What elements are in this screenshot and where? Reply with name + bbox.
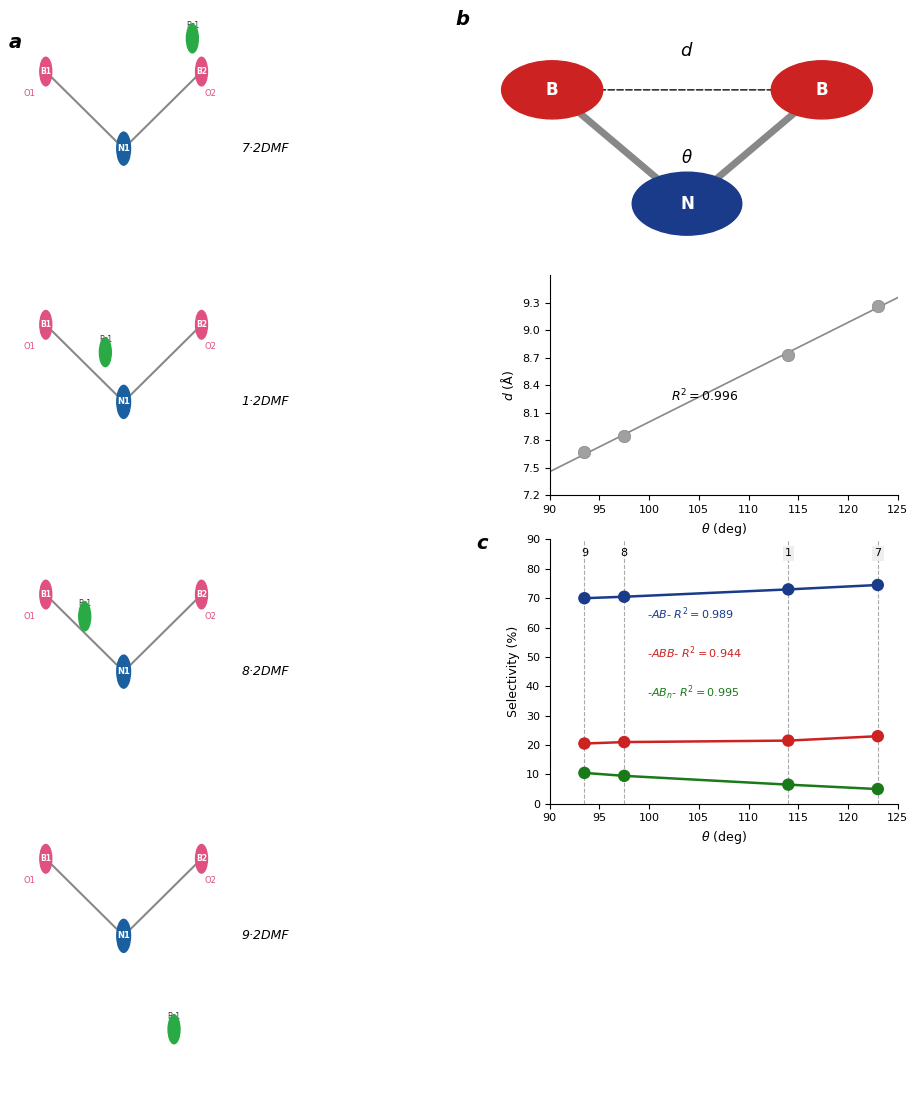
Point	[781, 346, 796, 363]
Point	[870, 576, 885, 593]
Circle shape	[79, 602, 91, 631]
Text: O1: O1	[24, 342, 36, 351]
Circle shape	[196, 844, 207, 873]
Point	[781, 580, 796, 598]
Point	[781, 732, 796, 750]
Text: 7: 7	[874, 548, 881, 558]
Text: -AB$_n$- $R^2 = 0.995$: -AB$_n$- $R^2 = 0.995$	[647, 684, 739, 702]
Text: B2: B2	[196, 320, 207, 329]
Text: N1: N1	[117, 144, 130, 153]
X-axis label: $\theta$ (deg): $\theta$ (deg)	[701, 829, 747, 846]
Point	[577, 444, 592, 461]
Text: 8: 8	[621, 548, 627, 558]
Circle shape	[117, 132, 130, 165]
Text: B1: B1	[40, 590, 51, 599]
Text: B: B	[815, 80, 828, 99]
Point	[616, 767, 631, 785]
Y-axis label: Selectivity (%): Selectivity (%)	[507, 626, 520, 717]
Circle shape	[40, 310, 51, 339]
Point	[616, 588, 631, 606]
Text: 9: 9	[581, 548, 588, 558]
X-axis label: $\theta$ (deg): $\theta$ (deg)	[701, 521, 747, 537]
Point	[781, 776, 796, 794]
Point	[577, 764, 592, 782]
Circle shape	[117, 919, 130, 952]
Text: Br1: Br1	[186, 21, 199, 30]
Circle shape	[117, 655, 130, 688]
Text: Br1: Br1	[99, 335, 112, 344]
Y-axis label: $d$ (Å): $d$ (Å)	[499, 370, 517, 401]
Text: O2: O2	[205, 612, 216, 621]
Text: O2: O2	[205, 342, 216, 351]
Text: N1: N1	[117, 931, 130, 940]
Text: 8·2DMF: 8·2DMF	[242, 665, 289, 678]
Text: 1: 1	[785, 548, 791, 558]
Text: $\theta$: $\theta$	[682, 149, 692, 166]
Text: N: N	[680, 195, 694, 212]
Point	[870, 297, 885, 315]
Circle shape	[771, 61, 872, 119]
Text: Br1: Br1	[78, 599, 92, 608]
Text: a: a	[9, 33, 22, 52]
Point	[577, 734, 592, 752]
Circle shape	[186, 24, 198, 53]
Text: O1: O1	[24, 876, 36, 885]
Text: $R^2 = 0.996$: $R^2 = 0.996$	[671, 388, 739, 405]
Text: B2: B2	[196, 854, 207, 863]
Text: 1·2DMF: 1·2DMF	[242, 395, 289, 408]
Point	[870, 781, 885, 798]
Text: N1: N1	[117, 667, 130, 676]
Circle shape	[196, 57, 207, 86]
Circle shape	[196, 310, 207, 339]
Circle shape	[40, 57, 51, 86]
Text: B: B	[546, 80, 559, 99]
Text: O2: O2	[205, 876, 216, 885]
Text: B1: B1	[40, 320, 51, 329]
Text: O1: O1	[24, 612, 36, 621]
Circle shape	[632, 172, 742, 236]
Text: B1: B1	[40, 854, 51, 863]
Text: c: c	[476, 534, 488, 553]
Point	[616, 427, 631, 445]
Text: 9·2DMF: 9·2DMF	[242, 929, 289, 942]
Circle shape	[168, 1015, 180, 1044]
Text: B1: B1	[40, 67, 51, 76]
Text: b: b	[455, 10, 469, 29]
Text: -ABB- $R^2 = 0.944$: -ABB- $R^2 = 0.944$	[647, 645, 742, 662]
Text: B2: B2	[196, 67, 207, 76]
Circle shape	[99, 338, 112, 367]
Circle shape	[502, 61, 603, 119]
Circle shape	[40, 580, 51, 609]
Point	[577, 589, 592, 607]
Text: O1: O1	[24, 89, 36, 98]
Circle shape	[196, 580, 207, 609]
Text: N1: N1	[117, 397, 130, 406]
Text: -AB- $R^2 = 0.989$: -AB- $R^2 = 0.989$	[647, 606, 735, 622]
Text: B2: B2	[196, 590, 207, 599]
Text: 7·2DMF: 7·2DMF	[242, 142, 289, 155]
Circle shape	[40, 844, 51, 873]
Point	[616, 733, 631, 751]
Text: Br1: Br1	[168, 1012, 180, 1021]
Circle shape	[117, 385, 130, 418]
Text: $d$: $d$	[681, 42, 693, 61]
Text: O2: O2	[205, 89, 216, 98]
Point	[870, 728, 885, 745]
